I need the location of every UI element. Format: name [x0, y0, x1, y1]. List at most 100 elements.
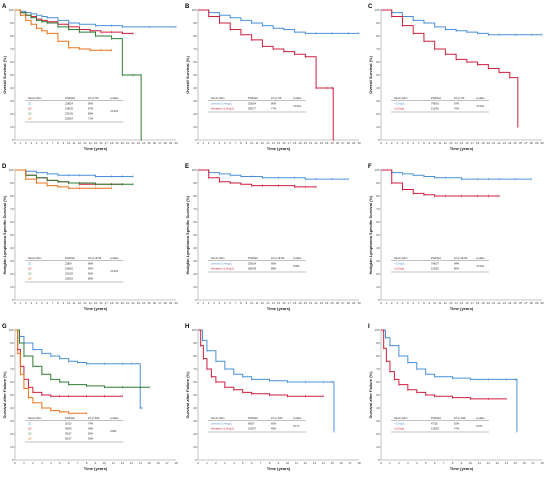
x-tick-label: 10 [250, 301, 254, 305]
y-tick-label: 60 [193, 220, 197, 224]
x-tick-label: 15 [460, 301, 464, 305]
legend-cell: 228/20 [65, 267, 73, 271]
x-tick-label: 23 [137, 141, 141, 145]
legend-cell: 88% [271, 267, 277, 271]
legend-header: Serum β2m [211, 416, 224, 420]
legend-header: Pts/Died [248, 416, 258, 420]
legend-header: Pts/Died [65, 96, 75, 100]
series-line-3 [15, 9, 142, 140]
x-axis-label: Time (years) [267, 466, 291, 471]
legend-cell: <3.5mg/L [394, 422, 405, 426]
x-tick-label: 9 [278, 461, 280, 465]
x-tick-label: 12 [487, 461, 491, 465]
x-tick-label: 1 [23, 461, 25, 465]
x-tick-label: 2 [391, 141, 393, 145]
y-tick-label: 100 [8, 328, 13, 332]
legend-cell: 95% [271, 262, 277, 266]
x-tick-label: 27 [158, 141, 162, 145]
panel-a: A 0 10 20 30 40 50 60 70 80 90 100 0 1 2 3 4 5 6 7 8 9 10 11 12 1… [0, 0, 183, 160]
x-tick-label: 21 [492, 301, 496, 305]
x-tick-label: 27 [524, 141, 528, 145]
x-tick-label: 14 [505, 461, 509, 465]
x-tick-label: 13 [496, 461, 500, 465]
panel-f: F 0 10 20 30 40 50 60 70 80 90 100 0 1 2 3 4 5 6 7 8 9 10 11 12 1… [366, 160, 549, 320]
legend-header: 10-yr SAF [454, 416, 466, 420]
legend-cell: 49% [88, 427, 94, 431]
legend-header: 10-yr HLSS [88, 256, 102, 260]
x-tick-label: 16 [99, 301, 103, 305]
legend-cell: 119/39 [431, 107, 439, 111]
legend-cell: 126/53 [431, 427, 439, 431]
x-tick-label: 16 [282, 301, 286, 305]
legend-cell: 0.001 [110, 429, 117, 433]
legend-cell: 87% [454, 102, 460, 106]
legend-header: Serum β2m [394, 256, 407, 260]
x-tick-label: 6 [46, 141, 48, 145]
x-tick-label: 30 [174, 301, 178, 305]
y-tick-label: 30 [193, 259, 197, 263]
y-tick-label: 60 [193, 380, 197, 384]
x-tick-label: 1 [203, 301, 205, 305]
x-tick-label: 8 [452, 461, 454, 465]
x-tick-label: 12 [261, 141, 265, 145]
y-tick-label: 100 [191, 328, 196, 332]
legend-header: p-value [476, 96, 485, 100]
legend-cell: 71% [88, 117, 94, 121]
legend-cell: 228/24 [65, 102, 73, 106]
y-tick-label: 0 [378, 138, 380, 142]
x-tick-label: 1 [20, 301, 22, 305]
x-tick-label: 9 [62, 141, 64, 145]
panel-letter: D [2, 164, 7, 170]
x-tick-label: 27 [341, 301, 345, 305]
legend-cell: elevated (≥2.4mg/L) [211, 267, 234, 271]
x-tick-label: 2 [208, 141, 210, 145]
y-tick-label: 100 [374, 8, 379, 12]
legend-cell: Q3 [28, 432, 32, 436]
y-tick-label: 30 [10, 99, 14, 103]
x-tick-label: 13 [266, 141, 270, 145]
x-tick-label: 24 [142, 141, 146, 145]
y-tick-label: 40 [10, 246, 14, 250]
legend-box [208, 255, 306, 273]
x-tick-label: 29 [352, 301, 356, 305]
x-tick-label: 19 [298, 141, 302, 145]
legend-cell: 225/25 [65, 277, 73, 281]
y-tick-label: 100 [191, 8, 196, 12]
y-tick-label: 90 [376, 341, 380, 345]
series-line-2 [198, 329, 324, 397]
y-tick-label: 60 [376, 60, 380, 64]
y-tick-label: 30 [10, 259, 14, 263]
x-tick-label: 18 [476, 141, 480, 145]
panel-letter: I [368, 324, 370, 330]
x-tick-label: 2 [398, 461, 400, 465]
legend-cell: Q3 [28, 272, 32, 276]
legend-cell: 62% [454, 422, 460, 426]
x-tick-label: 18 [293, 301, 297, 305]
legend-cell: 225/54 [65, 117, 73, 121]
legend-header: p-value [293, 96, 302, 100]
x-tick-label: 7 [260, 461, 262, 465]
y-tick-label: 80 [193, 354, 197, 358]
legend-cell: 535/54 [248, 102, 256, 106]
x-tick-label: 3 [213, 301, 215, 305]
legend-cell: <0.001 [293, 104, 302, 108]
legend-cell: 20/10 [65, 422, 72, 426]
y-tick-label: 50 [193, 393, 197, 397]
legend-header: p-value [293, 256, 302, 260]
y-tick-label: 10 [376, 445, 380, 449]
x-tick-label: 18 [174, 461, 178, 465]
x-tick-label: 5 [59, 461, 61, 465]
legend-header: 10-yr SAF [271, 416, 283, 420]
y-tick-label: 40 [193, 406, 197, 410]
panel-e: E 0 10 20 30 40 50 60 70 80 90 100 0 1 2 3 4 5 6 7 8 9 10 11 12 1… [183, 160, 366, 320]
legend-header: Pts/Died [65, 416, 75, 420]
x-tick-label: 14 [88, 141, 92, 145]
x-tick-label: 29 [169, 301, 173, 305]
x-tick-label: 11 [72, 301, 75, 305]
x-tick-label: 2 [25, 141, 27, 145]
legend-cell: <0.001 [476, 104, 485, 108]
x-tick-label: 11 [255, 301, 258, 305]
x-tick-label: 5 [407, 141, 409, 145]
legend-cell: 49% [271, 427, 277, 431]
